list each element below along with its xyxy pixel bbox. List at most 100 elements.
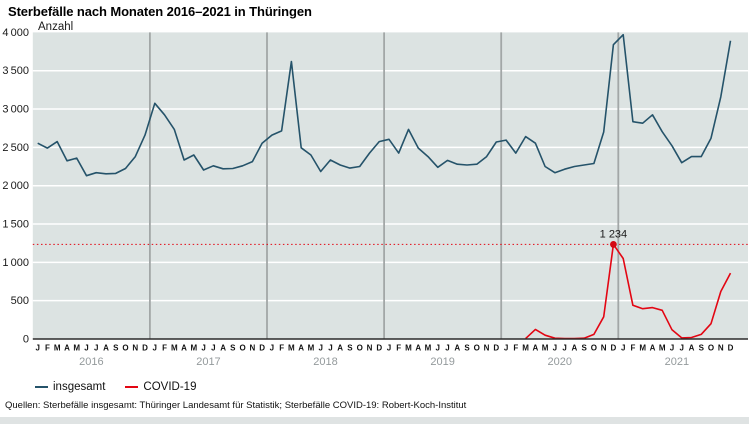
x-tick-month: J [504,344,508,353]
x-tick-month: D [376,344,382,353]
x-tick-month: J [153,344,157,353]
x-tick-month: J [621,344,625,353]
x-tick-month: A [415,344,421,353]
x-tick-month: S [699,344,705,353]
x-tick-month: A [298,344,304,353]
x-tick-month: J [328,344,332,353]
x-tick-month: A [181,344,187,353]
x-tick-month: N [367,344,373,353]
y-axis-label: Anzahl [38,21,73,33]
legend-item-covid: COVID-19 [125,381,196,393]
x-tick-month: A [689,344,695,353]
x-tick-month: D [259,344,265,353]
x-tick-month: J [670,344,674,353]
legend: insgesamt COVID-19 [35,381,196,393]
x-tick-month: A [454,344,460,353]
x-tick-month: J [84,344,88,353]
x-tick-month: A [650,344,656,353]
covid-line-swatch-icon [125,386,139,388]
x-axis-year-label: 2019 [430,356,454,368]
x-tick-month: J [318,344,322,353]
x-tick-month: D [611,344,617,353]
x-tick-month: F [279,344,284,353]
x-tick-month: O [708,344,714,353]
x-tick-month: N [718,344,724,353]
x-tick-month: D [493,344,499,353]
x-tick-month: S [581,344,587,353]
legend-label-covid: COVID-19 [143,381,197,393]
x-tick-month: S [464,344,470,353]
x-axis-year-label: 2021 [665,356,689,368]
x-tick-month: N [132,344,138,353]
annotation-peak-dot [610,241,617,248]
x-tick-month: A [532,344,538,353]
x-tick-month: J [387,344,391,353]
x-axis-year-label: 2018 [313,356,337,368]
x-tick-month: J [445,344,449,353]
x-tick-month: O [591,344,597,353]
x-tick-month: M [73,344,80,353]
x-tick-month: F [513,344,518,353]
x-tick-month: J [436,344,440,353]
x-tick-month: F [630,344,635,353]
x-tick-month: M [425,344,432,353]
x-tick-month: M [288,344,295,353]
x-tick-month: M [542,344,549,353]
x-tick-month: A [220,344,226,353]
x-tick-month: M [405,344,412,353]
y-tick-label: 500 [11,295,29,307]
x-tick-month: J [562,344,566,353]
insgesamt-line-swatch-icon [35,386,48,388]
y-tick-label: 4 000 [2,27,29,39]
x-tick-month: O [357,344,363,353]
y-tick-label: 2 000 [2,180,29,192]
y-tick-label: 1 500 [2,219,29,231]
x-tick-month: F [45,344,50,353]
x-tick-month: N [484,344,490,353]
x-tick-month: A [571,344,577,353]
chart-canvas: Anzahl 1 234 0 500 1 000 1 500 2 000 2 500 3 00… [2,21,749,368]
y-tick-label: 3 500 [2,65,29,77]
x-tick-month: M [522,344,529,353]
chart-title: Sterbefälle nach Monaten 2016–2021 in Th… [8,4,312,19]
x-axis-year-label: 2020 [548,356,572,368]
x-tick-month: N [249,344,255,353]
x-tick-month: M [190,344,197,353]
x-tick-month: A [103,344,109,353]
annotation-value-label: 1 234 [600,228,628,240]
source-attribution: Quellen: Sterbefälle insgesamt: Thüringe… [5,400,467,411]
x-tick-month: M [54,344,61,353]
x-tick-month: A [337,344,343,353]
x-tick-month: J [35,344,39,353]
x-tick-month: M [659,344,666,353]
x-tick-month: J [94,344,98,353]
x-tick-month: S [230,344,236,353]
x-tick-month: J [270,344,274,353]
x-axis-year-label: 2016 [79,356,103,368]
x-tick-month: M [308,344,315,353]
x-tick-month: O [122,344,128,353]
x-tick-month: J [553,344,557,353]
x-tick-month: N [601,344,607,353]
x-tick-month: J [201,344,205,353]
footer-strip [0,417,749,424]
y-tick-label: 1 000 [2,257,29,269]
x-axis-year-label: 2017 [196,356,220,368]
legend-label-insgesamt: insgesamt [53,381,106,393]
y-tick-label: 2 500 [2,142,29,154]
x-tick-month: J [680,344,684,353]
y-tick-label: 3 000 [2,104,29,116]
legend-item-insgesamt: insgesamt [35,381,105,393]
x-tick-month: D [142,344,148,353]
x-tick-month: D [728,344,734,353]
y-tick-label: 0 [23,334,29,346]
x-tick-month: S [113,344,119,353]
x-tick-month: M [171,344,178,353]
x-tick-month: A [64,344,70,353]
x-tick-month: M [639,344,646,353]
x-tick-month: S [347,344,353,353]
x-tick-month: J [211,344,215,353]
series-line-insgesamt [37,33,732,177]
x-tick-month: F [162,344,167,353]
